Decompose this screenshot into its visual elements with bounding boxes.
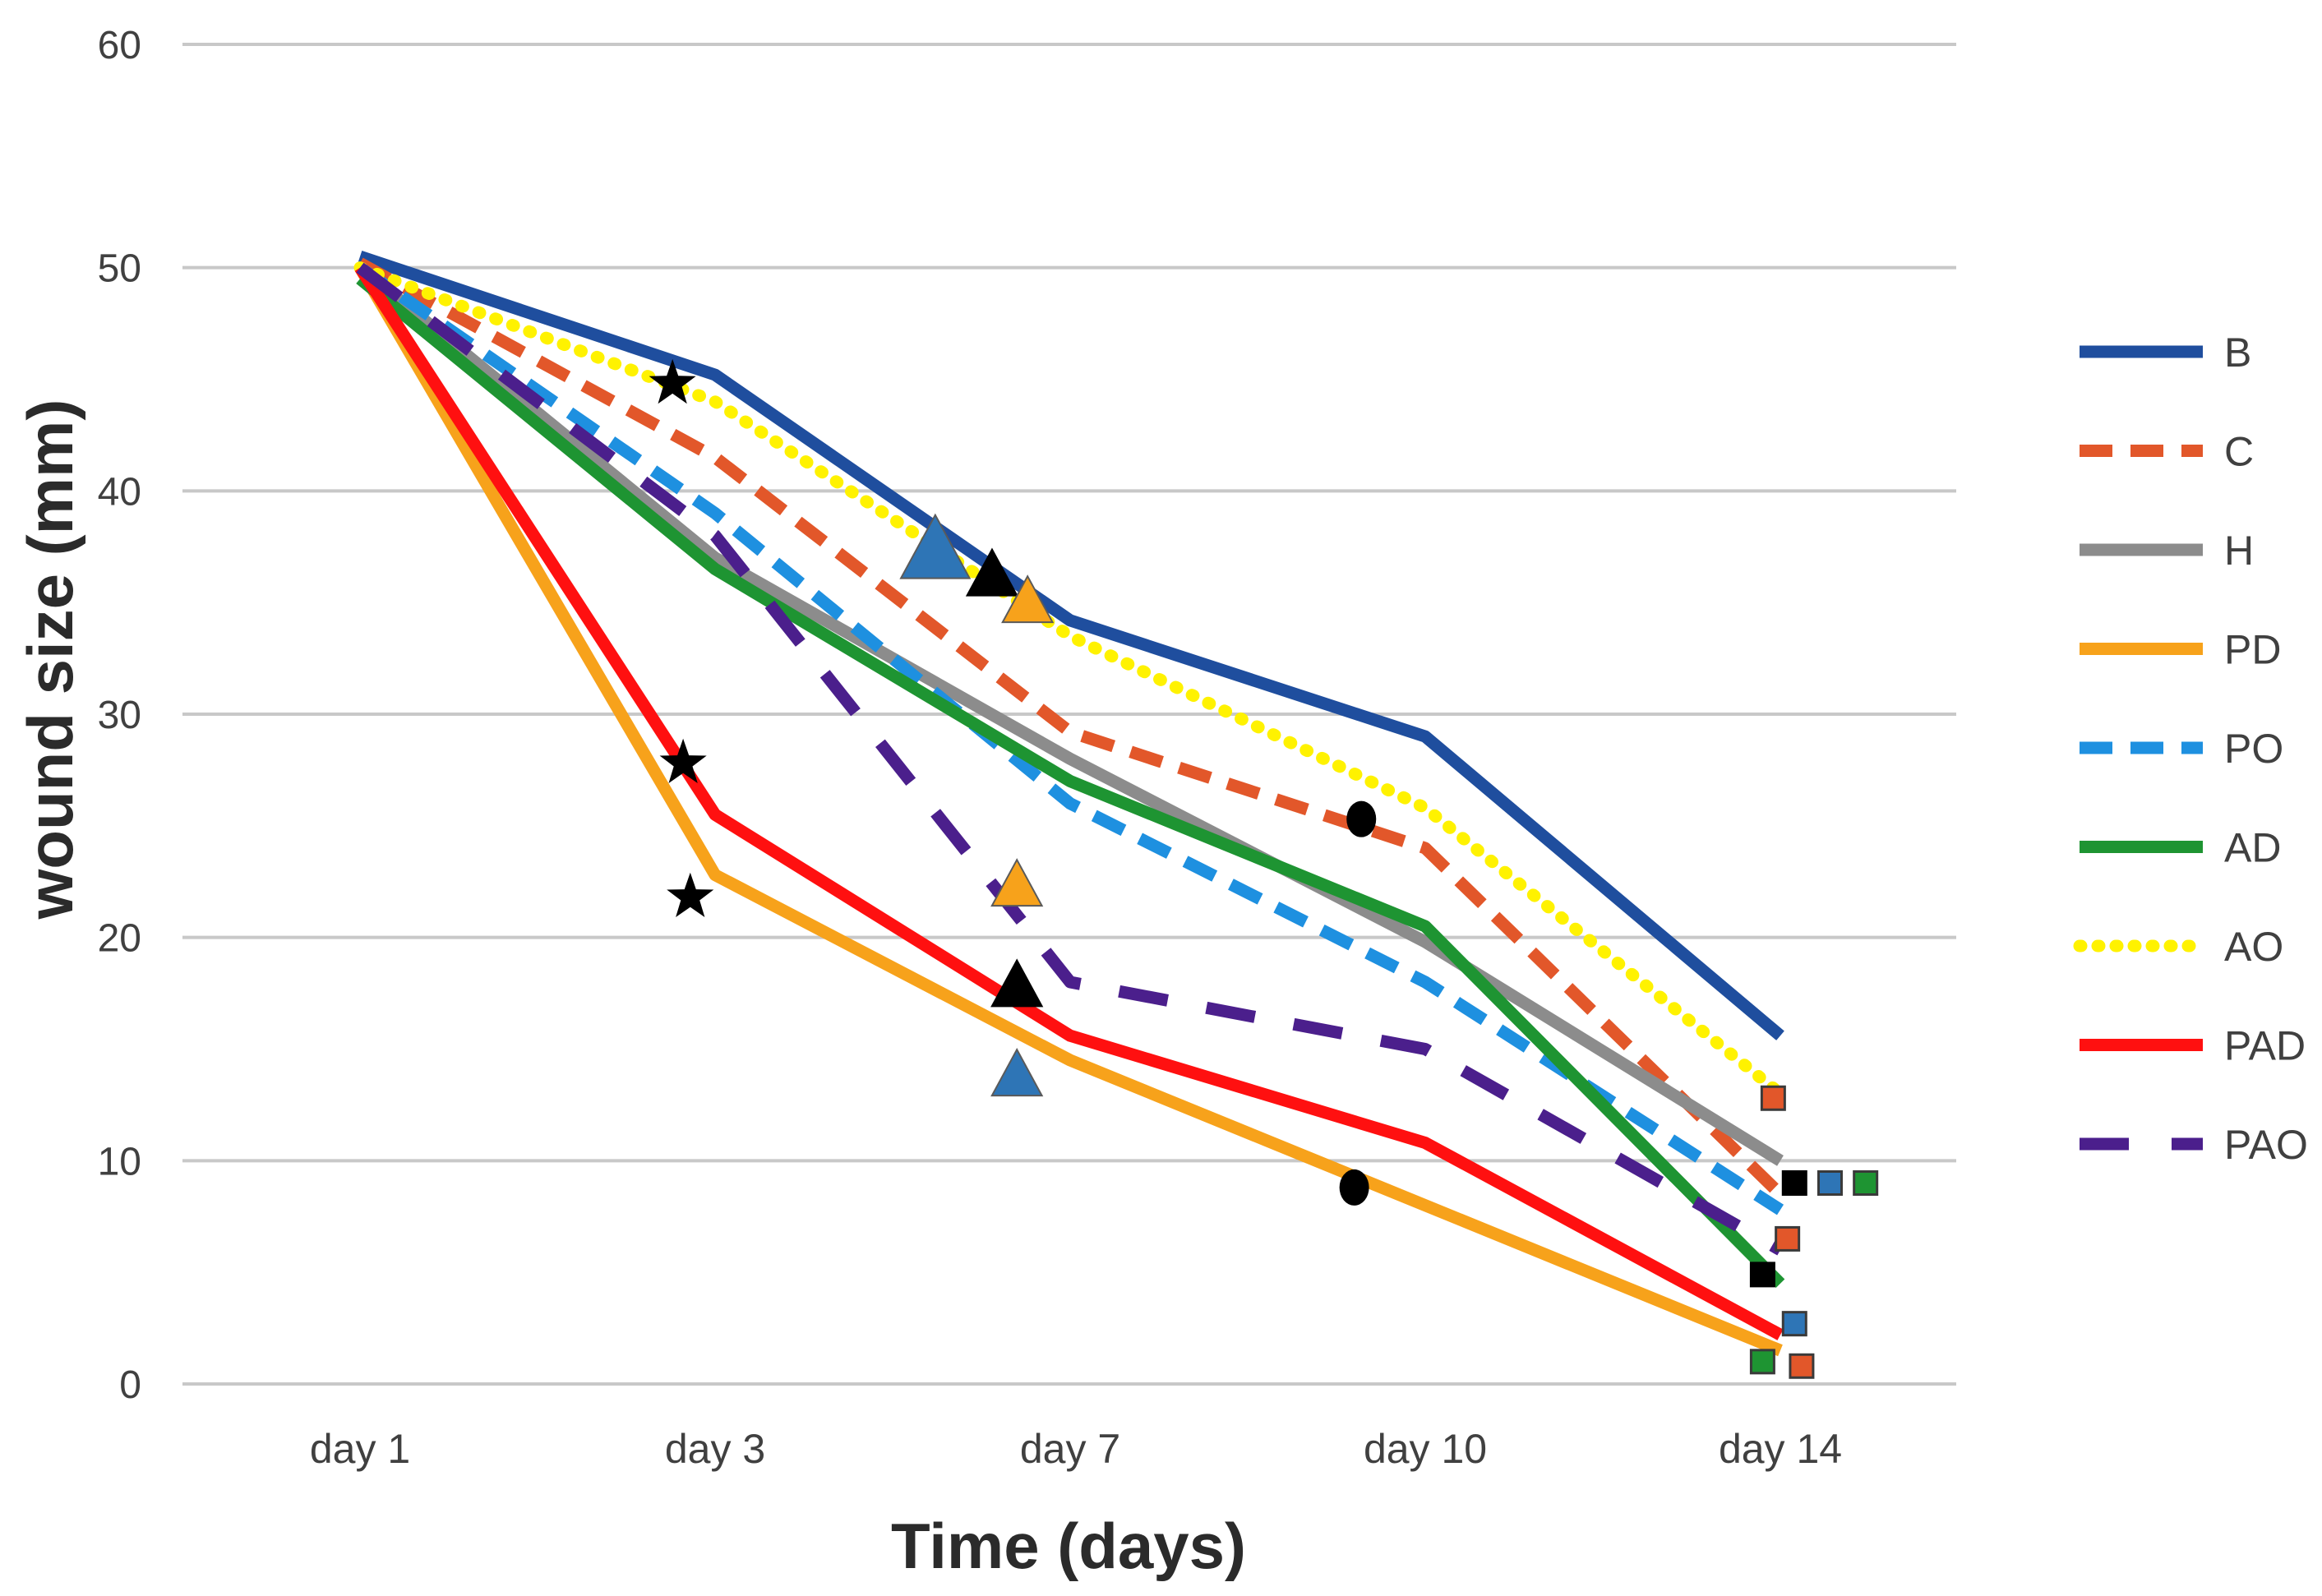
y-tick-label: 30 xyxy=(98,694,141,737)
legend-label: H xyxy=(2224,528,2254,574)
series-line-B xyxy=(358,250,1784,1040)
x-tick-label: day 10 xyxy=(1364,1426,1487,1472)
y-tick-label: 0 xyxy=(119,1363,141,1407)
series-lines xyxy=(353,250,1787,1357)
x-axis-title: Time (days) xyxy=(891,1510,1246,1582)
marker-triangle xyxy=(990,858,1044,907)
series-line-AD xyxy=(356,274,1785,1289)
series-line-AO xyxy=(353,261,1787,1100)
legend-label: PD xyxy=(2224,627,2281,673)
marker-star xyxy=(649,358,696,404)
marker-triangle xyxy=(899,513,972,579)
series-line-C xyxy=(357,257,1785,1199)
marker-square xyxy=(1817,1170,1843,1196)
y-tick-label: 20 xyxy=(98,917,141,961)
legend-label: B xyxy=(2224,330,2251,376)
legend: B C H PD PO AD AO PAD PAO xyxy=(2073,330,2308,1168)
legend-label: C xyxy=(2224,429,2254,475)
marker-square xyxy=(1749,1262,1775,1288)
x-tick-label: day 3 xyxy=(665,1426,765,1472)
marker-triangle xyxy=(990,1048,1044,1097)
marker-circle xyxy=(1346,800,1377,837)
marker-triangle xyxy=(990,958,1044,1008)
series-line-H xyxy=(356,262,1784,1166)
legend-label: AD xyxy=(2224,825,2281,871)
legend-label: PAD xyxy=(2224,1023,2306,1069)
marker-triangle xyxy=(965,547,1019,597)
series-line-PAD xyxy=(354,264,1784,1340)
y-tick-label: 60 xyxy=(98,24,141,67)
marker-star xyxy=(667,872,714,917)
marker-circle xyxy=(1339,1169,1369,1206)
y-tick-labels: 0 10 20 30 40 50 60 xyxy=(98,24,141,1407)
marker-triangle xyxy=(1001,574,1055,624)
legend-label: PO xyxy=(2224,726,2283,772)
legend-label: PAO xyxy=(2224,1122,2308,1168)
y-tick-label: 10 xyxy=(98,1140,141,1183)
series-line-PD xyxy=(354,264,1783,1357)
series-line-PO xyxy=(356,262,1784,1215)
x-tick-label: day 7 xyxy=(1020,1426,1120,1472)
x-tick-label: day 1 xyxy=(310,1426,410,1472)
marker-star xyxy=(659,738,707,783)
marker-square xyxy=(1749,1349,1775,1375)
y-tick-label: 50 xyxy=(98,247,141,291)
x-tick-labels: day 1 day 3 day 7 day 10 day 14 xyxy=(310,1426,1842,1472)
series-line-PAO xyxy=(356,262,1784,1256)
y-tick-label: 40 xyxy=(98,470,141,514)
marker-square xyxy=(1760,1085,1786,1111)
marker-square xyxy=(1775,1225,1801,1252)
x-tick-label: day 14 xyxy=(1719,1426,1842,1472)
marker-square xyxy=(1853,1170,1879,1196)
y-axis-title: wound size (mm) xyxy=(14,399,86,920)
marker-square xyxy=(1781,1170,1807,1196)
gridlines xyxy=(182,43,1956,1386)
marker-square xyxy=(1781,1311,1807,1337)
significance-markers xyxy=(649,358,1879,1379)
legend-label: AO xyxy=(2224,924,2283,970)
marker-square xyxy=(1789,1353,1815,1379)
